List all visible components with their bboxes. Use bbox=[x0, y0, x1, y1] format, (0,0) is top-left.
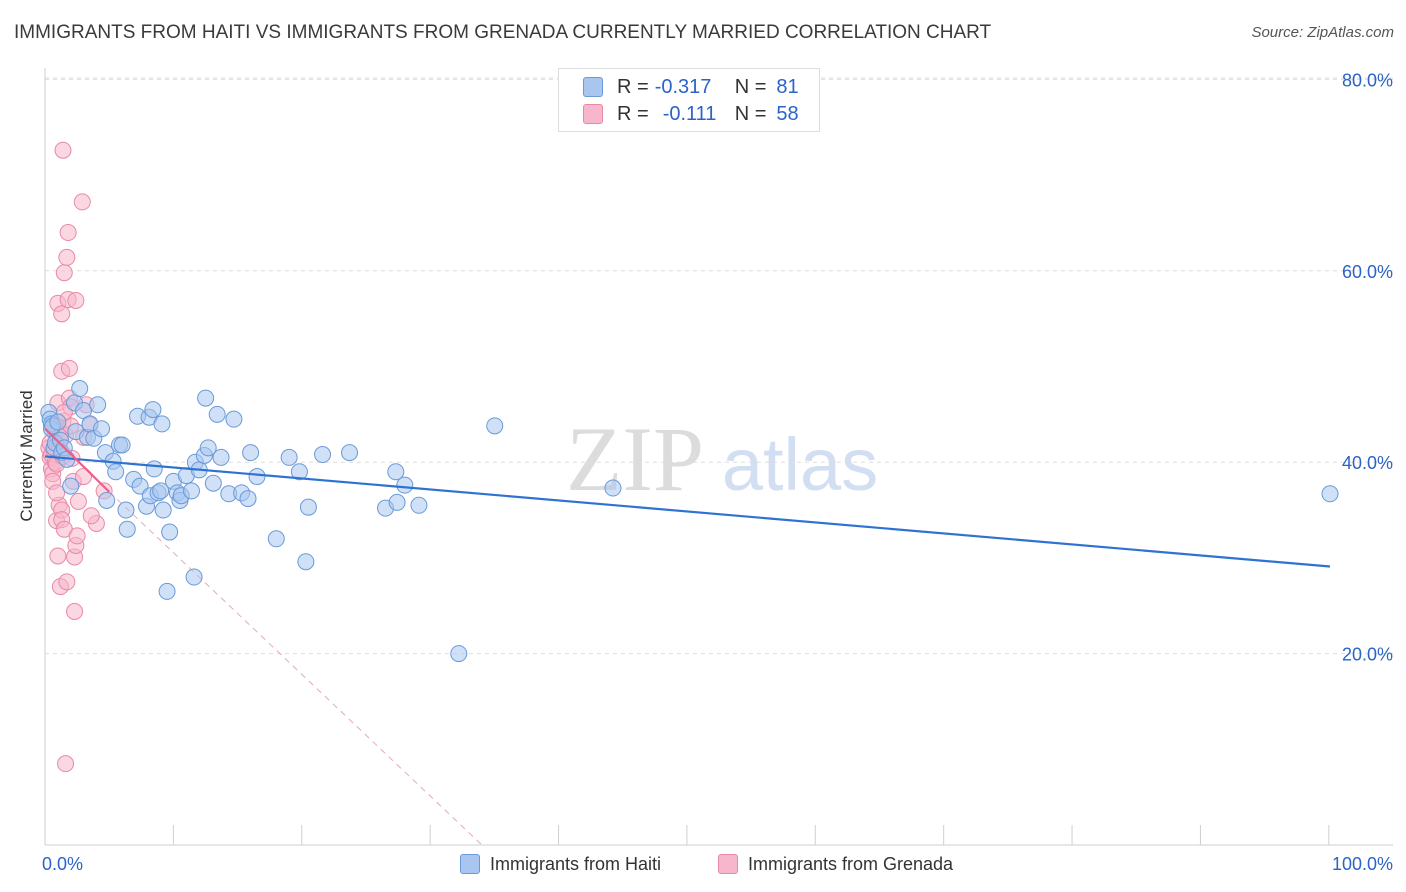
haiti-point bbox=[239, 490, 257, 508]
grenada-point bbox=[69, 492, 87, 510]
series-legend-haiti: Immigrants from Haiti bbox=[460, 852, 661, 876]
grenada-point bbox=[54, 141, 72, 159]
grenada-trend-line bbox=[44, 427, 111, 493]
haiti-point bbox=[208, 405, 226, 423]
x-tick-label: 0.0% bbox=[42, 854, 83, 874]
grenada-point bbox=[60, 359, 78, 377]
haiti-swatch bbox=[583, 77, 603, 97]
grenada-n-value: 58 bbox=[776, 102, 799, 125]
haiti-point bbox=[248, 468, 266, 486]
haiti-point bbox=[314, 446, 332, 464]
grenada-point bbox=[57, 755, 75, 773]
grenada-point bbox=[49, 547, 67, 565]
haiti-point bbox=[387, 463, 405, 481]
haiti-point bbox=[98, 491, 116, 509]
haiti-point bbox=[341, 444, 359, 462]
haiti-point bbox=[486, 417, 504, 435]
grenada-legend-label: Immigrants from Grenada bbox=[748, 853, 954, 874]
y-tick-label: 60.0% bbox=[1342, 262, 1393, 282]
tick-labels: 20.0% 40.0% 60.0% 80.0% 0.0% 100.0% bbox=[42, 70, 1393, 874]
haiti-point bbox=[242, 444, 260, 462]
haiti-point bbox=[145, 460, 163, 478]
haiti-point bbox=[62, 477, 80, 495]
haiti-point bbox=[185, 568, 203, 586]
haiti-point bbox=[450, 645, 468, 663]
legend-row-grenada: R = -0.111 N = 58 bbox=[583, 102, 799, 126]
grenada-point bbox=[68, 527, 86, 545]
watermark-atlas: atlas bbox=[722, 423, 878, 506]
grenada-point bbox=[58, 248, 76, 266]
haiti-point bbox=[93, 420, 111, 438]
series-legend-grenada: Immigrants from Grenada bbox=[718, 852, 953, 876]
grenada-point bbox=[73, 193, 91, 211]
watermark: ZIP atlas bbox=[566, 408, 878, 510]
haiti-point bbox=[297, 553, 315, 571]
grenada-swatch bbox=[583, 104, 603, 124]
grenada-point bbox=[55, 264, 73, 282]
grenada-n-label: N = bbox=[734, 102, 767, 125]
haiti-point bbox=[144, 401, 162, 419]
grenada-legend-swatch bbox=[718, 854, 738, 874]
grenada-point bbox=[53, 305, 71, 323]
trend-lines bbox=[44, 427, 1331, 568]
haiti-point bbox=[161, 523, 179, 541]
haiti-point bbox=[152, 482, 170, 500]
haiti-n-value: 81 bbox=[776, 75, 799, 98]
grenada-trend-extension-line bbox=[108, 491, 483, 846]
haiti-point bbox=[118, 520, 136, 538]
haiti-point bbox=[49, 413, 67, 431]
legend-row-haiti: R = -0.317 N = 81 bbox=[583, 75, 799, 99]
haiti-r-label: R = bbox=[617, 75, 649, 98]
haiti-point bbox=[113, 436, 131, 454]
haiti-legend-label: Immigrants from Haiti bbox=[490, 853, 662, 874]
gridlines bbox=[45, 77, 1393, 655]
haiti-point bbox=[197, 389, 215, 407]
haiti-point bbox=[158, 582, 176, 600]
grenada-point bbox=[82, 507, 100, 525]
source-label: Source: ZipAtlas.com bbox=[1251, 24, 1394, 41]
haiti-point bbox=[290, 463, 308, 481]
haiti-trend-line bbox=[44, 455, 1331, 568]
haiti-point bbox=[154, 501, 172, 519]
haiti-point bbox=[410, 496, 428, 514]
haiti-r-value: -0.317 bbox=[654, 75, 712, 98]
chart-title: IMMIGRANTS FROM HAITI VS IMMIGRANTS FROM… bbox=[14, 22, 992, 43]
haiti-point bbox=[396, 476, 414, 494]
haiti-point bbox=[1321, 485, 1339, 503]
haiti-point bbox=[388, 493, 406, 511]
haiti-point bbox=[117, 501, 135, 519]
haiti-legend-swatch bbox=[460, 854, 480, 874]
haiti-point bbox=[199, 439, 217, 457]
haiti-point bbox=[71, 380, 89, 398]
haiti-points bbox=[40, 380, 1339, 663]
haiti-point bbox=[212, 448, 230, 466]
grenada-point bbox=[58, 573, 76, 591]
grenada-r-label: R = bbox=[617, 102, 649, 125]
haiti-point bbox=[182, 482, 200, 500]
haiti-point bbox=[153, 415, 171, 433]
haiti-n-label: N = bbox=[734, 75, 767, 98]
grenada-r-value: -0.111 bbox=[662, 102, 717, 125]
grenada-point bbox=[75, 468, 93, 486]
haiti-point bbox=[89, 396, 107, 414]
y-tick-label: 20.0% bbox=[1342, 645, 1393, 665]
haiti-point bbox=[299, 498, 317, 516]
grenada-point bbox=[66, 602, 84, 620]
haiti-point bbox=[604, 479, 622, 497]
haiti-point bbox=[204, 474, 222, 492]
x-tick-label: 100.0% bbox=[1332, 854, 1393, 874]
correlation-legend: R = -0.317 N = 81 R = -0.111 N = 58 bbox=[558, 68, 820, 132]
y-tick-label: 40.0% bbox=[1342, 453, 1393, 473]
grenada-trend-extension bbox=[108, 491, 483, 846]
haiti-point bbox=[107, 463, 125, 481]
grenada-point bbox=[48, 484, 66, 502]
haiti-point bbox=[267, 530, 285, 548]
haiti-point bbox=[280, 448, 298, 466]
haiti-point bbox=[225, 410, 243, 428]
y-tick-label: 80.0% bbox=[1342, 70, 1393, 90]
grenada-point bbox=[59, 224, 77, 242]
grenada-point bbox=[67, 291, 85, 309]
watermark-zip: ZIP bbox=[566, 408, 704, 510]
